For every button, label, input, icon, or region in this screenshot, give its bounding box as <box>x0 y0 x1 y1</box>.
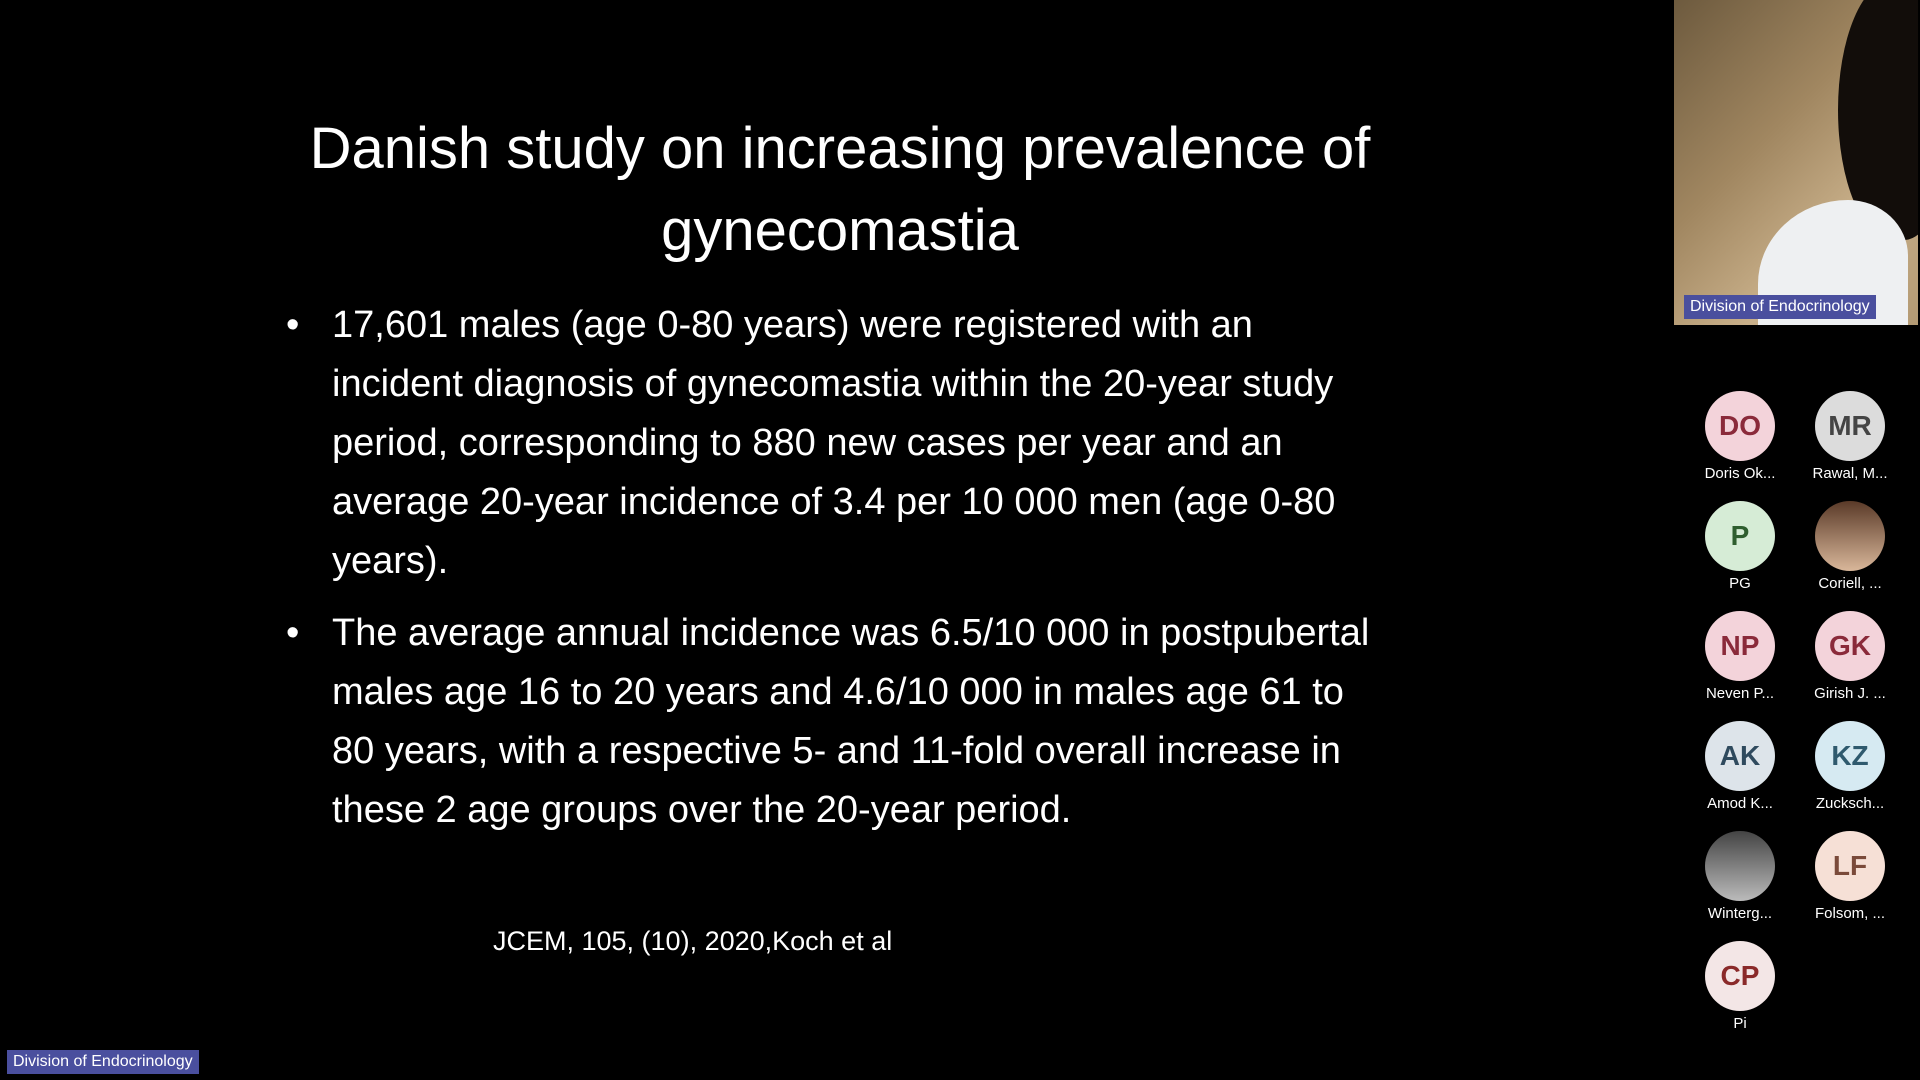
presenter-label: Division of Endocrinology <box>7 1050 199 1074</box>
participant-name: Winterg... <box>1707 905 1773 922</box>
participant-name: Neven P... <box>1705 685 1775 702</box>
avatar: GK <box>1815 611 1885 681</box>
avatar: DO <box>1705 391 1775 461</box>
citation: JCEM, 105, (10), 2020,Koch et al <box>493 926 893 956</box>
avatar: CP <box>1705 941 1775 1011</box>
participant-name: Rawal, M... <box>1812 465 1888 482</box>
participant[interactable]: DO Doris Ok... <box>1685 391 1795 482</box>
participant-name: Coriell, ... <box>1818 575 1882 592</box>
slide-title: Danish study on increasing prevalence of… <box>309 116 1371 263</box>
avatar: KZ <box>1815 721 1885 791</box>
avatar: P <box>1705 501 1775 571</box>
speaker-label: Division of Endocrinology <box>1684 295 1876 319</box>
avatar <box>1815 501 1885 571</box>
participant[interactable]: CP Pi <box>1685 941 1795 1032</box>
bullet: 17,601 males (age 0-80 years) were regis… <box>286 296 1386 591</box>
avatar: NP <box>1705 611 1775 681</box>
avatar: AK <box>1705 721 1775 791</box>
participant[interactable]: NP Neven P... <box>1685 611 1795 702</box>
participant[interactable]: LF Folsom, ... <box>1795 831 1905 922</box>
participant[interactable]: GK Girish J. ... <box>1795 611 1905 702</box>
speaker-video[interactable]: Division of Endocrinology <box>1674 0 1918 325</box>
avatar: LF <box>1815 831 1885 901</box>
participant[interactable]: KZ Zucksch... <box>1795 721 1905 812</box>
bullet: The average annual incidence was 6.5/10 … <box>286 604 1386 840</box>
participant-name: Zucksch... <box>1815 795 1885 812</box>
participant-name: Folsom, ... <box>1814 905 1885 922</box>
participant[interactable]: Winterg... <box>1685 831 1795 922</box>
participant-name: Doris Ok... <box>1704 465 1776 482</box>
participant-name: Amod K... <box>1707 795 1773 812</box>
bullet-list: 17,601 males (age 0-80 years) were regis… <box>286 296 1386 853</box>
participant[interactable]: Coriell, ... <box>1795 501 1905 592</box>
participant[interactable]: AK Amod K... <box>1685 721 1795 812</box>
participant-name: Girish J. ... <box>1814 685 1886 702</box>
participant-name: PG <box>1729 575 1751 592</box>
avatar <box>1705 831 1775 901</box>
participant[interactable]: MR Rawal, M... <box>1795 391 1905 482</box>
avatar: MR <box>1815 391 1885 461</box>
participant[interactable]: P PG <box>1685 501 1795 592</box>
participant-name: Pi <box>1733 1015 1747 1032</box>
